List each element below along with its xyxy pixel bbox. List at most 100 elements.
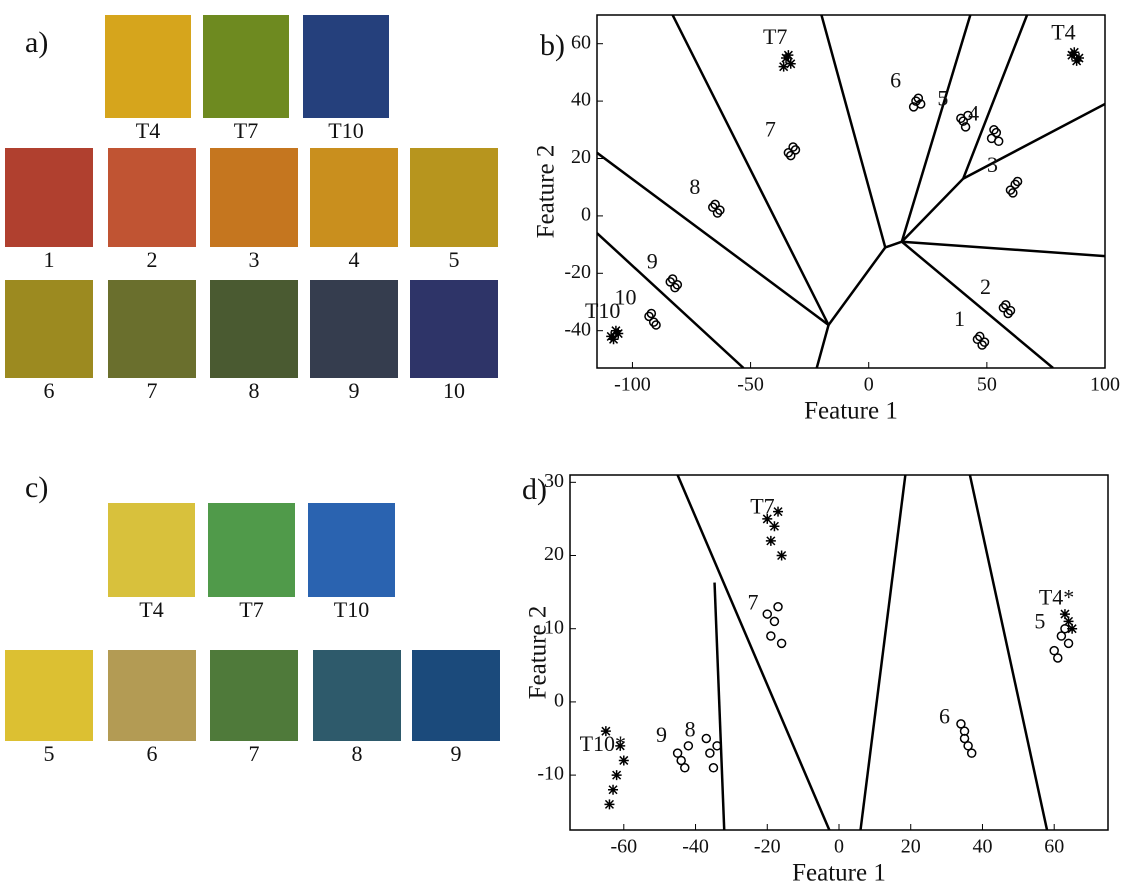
boundary — [901, 240, 1105, 258]
point — [1069, 47, 1080, 58]
point — [778, 61, 789, 72]
swatch — [410, 280, 498, 378]
panel-label: b) — [540, 29, 565, 62]
cluster-label: 7 — [765, 116, 776, 141]
point — [769, 616, 780, 627]
y-tick-label: 60 — [571, 31, 591, 53]
swatch — [210, 280, 298, 378]
point — [915, 99, 926, 109]
swatch — [108, 503, 195, 597]
x-tick-label: 100 — [1090, 374, 1120, 396]
point — [1010, 179, 1020, 190]
point — [613, 328, 624, 339]
point — [960, 122, 971, 132]
swatch-label: 5 — [44, 741, 55, 766]
point — [788, 142, 798, 152]
swatch-label: 6 — [147, 741, 158, 766]
point — [712, 741, 722, 751]
point — [993, 136, 1004, 147]
point — [618, 755, 629, 766]
point — [648, 317, 659, 327]
point — [672, 748, 683, 758]
x-tick-label: 40 — [972, 836, 992, 858]
point — [1063, 616, 1074, 627]
axes-frame — [596, 14, 1106, 369]
swatch — [310, 280, 398, 378]
point — [1005, 185, 1016, 195]
point — [1067, 623, 1078, 634]
point — [911, 96, 921, 106]
axes-frame — [569, 474, 1109, 831]
cluster-label: 9 — [647, 248, 658, 273]
point — [611, 770, 622, 781]
y-tick-label: -20 — [564, 261, 591, 283]
cluster-label: 8 — [685, 716, 696, 741]
point — [1008, 188, 1018, 198]
x-tick-label: 0 — [834, 836, 844, 858]
point — [785, 150, 796, 161]
point — [715, 205, 725, 215]
point — [604, 799, 615, 810]
cluster-label: 7 — [747, 589, 758, 614]
swatch-label: T4 — [139, 597, 163, 622]
point — [712, 208, 723, 218]
boundary — [676, 475, 831, 830]
swatch-label: T7 — [234, 118, 258, 143]
swatch — [210, 148, 298, 247]
boundary — [900, 15, 1029, 243]
cluster-label: T10 — [585, 298, 620, 323]
point — [667, 274, 678, 284]
point — [672, 280, 683, 290]
plot-area — [600, 475, 1078, 830]
boundary — [597, 232, 745, 368]
swatch-label: 7 — [147, 378, 158, 403]
x-tick-label: -40 — [682, 836, 709, 858]
swatch-label: 5 — [449, 247, 460, 272]
x-tick-label: -50 — [737, 374, 764, 396]
swatch-label: 9 — [349, 378, 360, 403]
swatch — [108, 650, 196, 741]
point — [644, 311, 654, 322]
swatch-label: 8 — [352, 741, 363, 766]
x-tick-label: -100 — [614, 374, 651, 396]
point — [977, 340, 987, 350]
cluster-label: 10 — [615, 284, 637, 309]
point — [705, 748, 715, 758]
y-tick-label: 0 — [554, 690, 564, 712]
point — [1005, 305, 1016, 316]
boundary — [962, 102, 1105, 180]
y-tick-label: -40 — [564, 318, 591, 340]
swatch-label: 7 — [249, 741, 260, 766]
point — [1049, 645, 1059, 656]
x-axis-label: Feature 1 — [804, 398, 898, 425]
swatch-label: 3 — [249, 247, 260, 272]
point — [1001, 300, 1011, 310]
point — [975, 331, 985, 342]
y-axis-label: Feature 2 — [533, 145, 560, 239]
boundary — [827, 240, 903, 326]
point — [762, 513, 773, 524]
swatch — [5, 280, 93, 378]
boundary — [713, 582, 726, 830]
point — [989, 125, 999, 135]
point — [651, 320, 661, 330]
swatch-label: 6 — [44, 378, 55, 403]
point — [785, 58, 796, 69]
cluster-label: T7 — [750, 494, 774, 519]
cluster-label: 8 — [689, 174, 700, 199]
x-tick-label: -60 — [610, 836, 637, 858]
point — [783, 50, 794, 61]
point — [956, 113, 966, 124]
cluster-label: 3 — [987, 152, 998, 177]
panel-label: c) — [25, 471, 48, 504]
point — [1012, 176, 1023, 187]
cluster-label: 2 — [980, 274, 991, 299]
cluster-label: 5 — [937, 86, 948, 111]
swatch — [108, 280, 196, 378]
point — [966, 748, 977, 758]
swatch-label: 9 — [451, 741, 462, 766]
boundary — [597, 151, 830, 326]
swatch-label: T10 — [328, 118, 363, 143]
y-axis-label: Feature 2 — [525, 606, 552, 700]
